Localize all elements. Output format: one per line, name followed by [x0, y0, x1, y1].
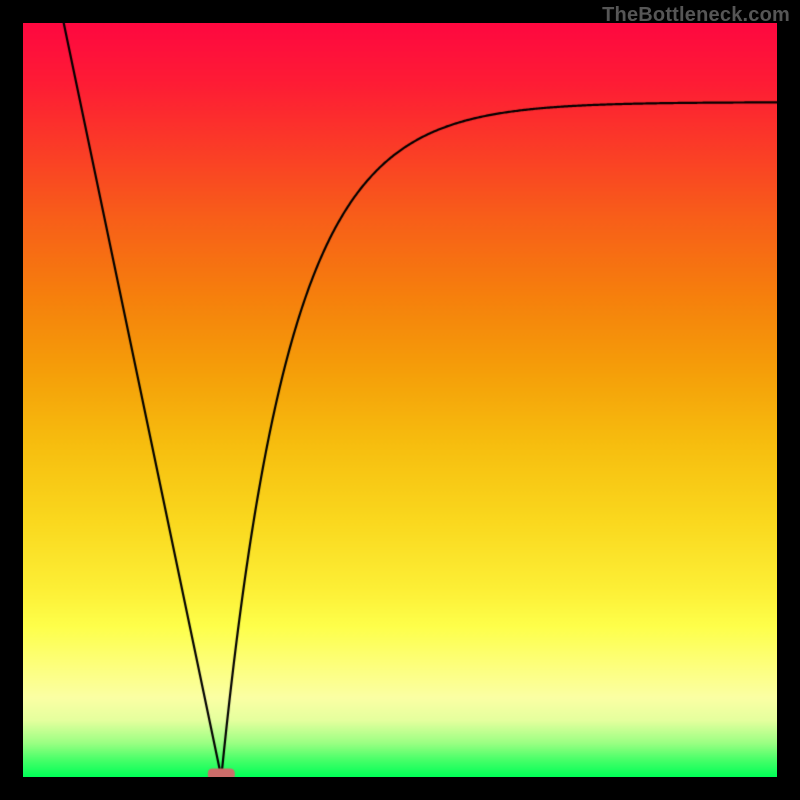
chart-canvas	[23, 23, 777, 777]
watermark-text: TheBottleneck.com	[602, 4, 790, 27]
chart-container: TheBottleneck.com	[0, 0, 800, 800]
plot-area	[23, 23, 777, 777]
